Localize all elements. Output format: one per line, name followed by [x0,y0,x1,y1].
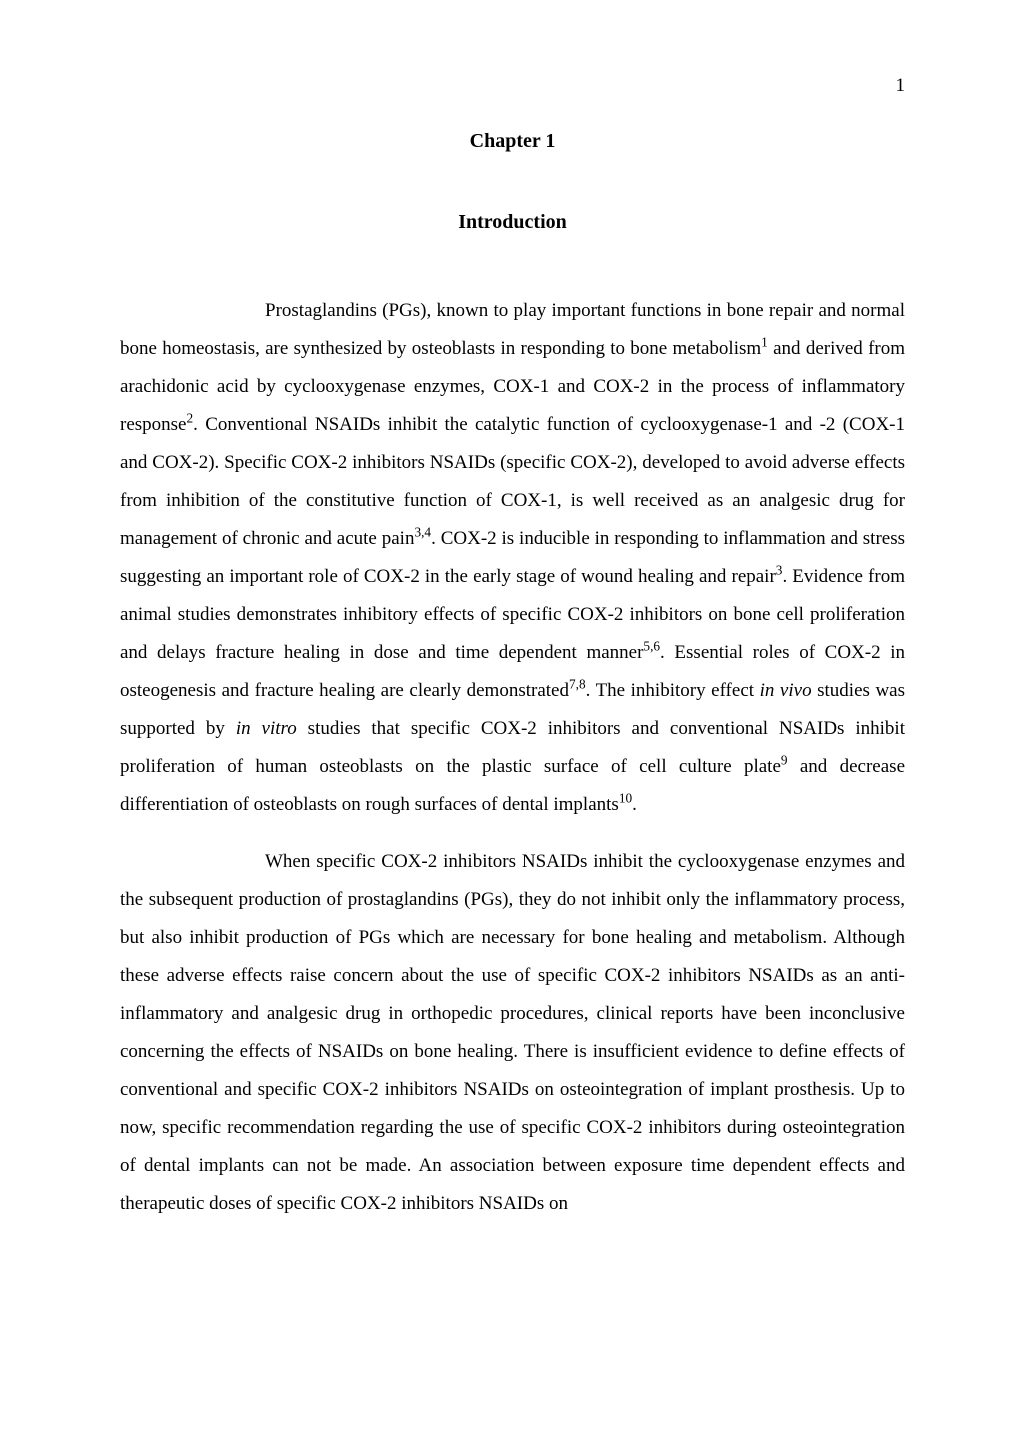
section-title: Introduction [120,211,905,234]
citation-sup: 1 [761,335,768,350]
citation-sup: 10 [619,791,632,806]
citation-sup: 5,6 [643,639,660,654]
citation-sup: 7,8 [569,677,586,692]
chapter-title: Chapter 1 [120,130,905,153]
citation-sup: 3,4 [414,525,431,540]
body-text: When specific COX-2 inhibitors NSAIDs in… [120,851,905,1214]
italic-term: in vivo [760,680,812,701]
paragraph-2: When specific COX-2 inhibitors NSAIDs in… [120,843,905,1223]
page-number: 1 [896,75,906,97]
body-text: . The inhibitory effect [586,680,760,701]
italic-term: in vitro [236,718,297,739]
citation-sup: 9 [781,753,788,768]
body-text: . [632,794,637,815]
paragraph-1: Prostaglandins (PGs), known to play impo… [120,292,905,824]
